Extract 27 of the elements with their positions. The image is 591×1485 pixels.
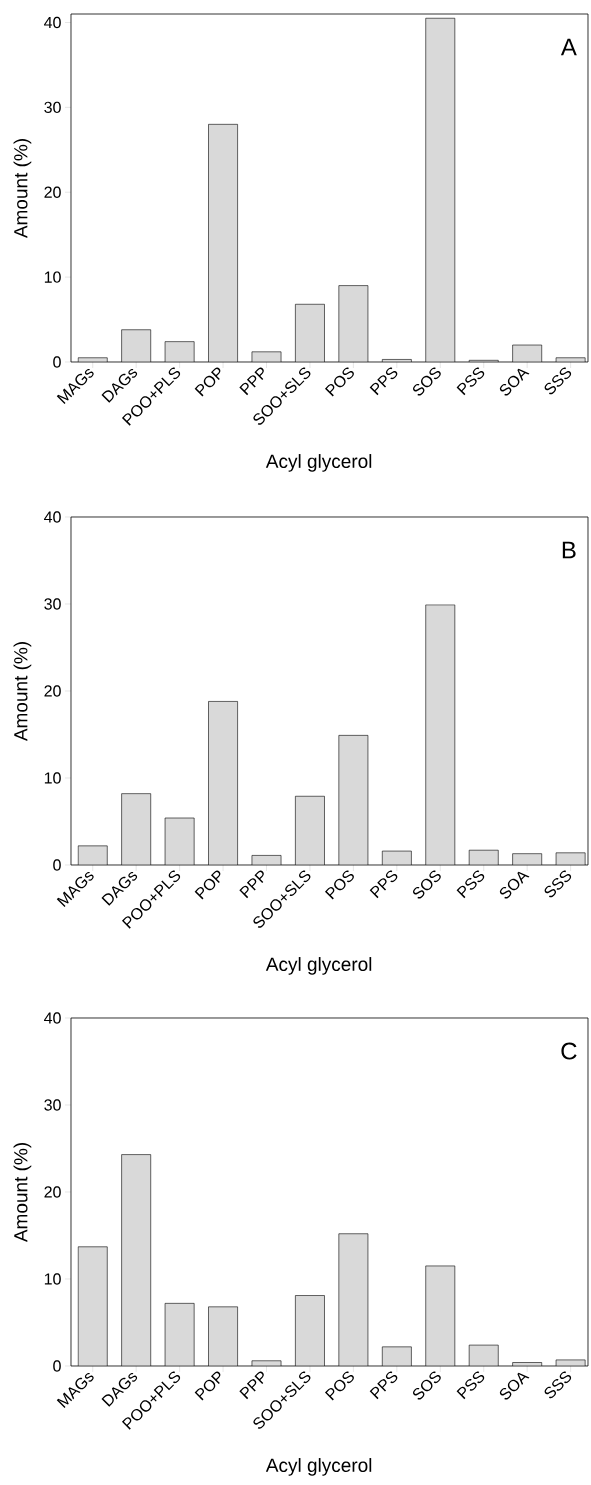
x-axis-title: Acyl glycerol [265,1458,372,1476]
y-tick-label: 10 [44,1273,61,1285]
x-tick-label: SOA [499,871,530,899]
annotation: B [562,541,576,559]
annotation: A [560,38,577,56]
y-tick-label: 10 [44,271,61,283]
y-tick-label: 0 [53,859,61,871]
x-tick-label: SOA [499,1372,530,1400]
y-tick-label: 40 [44,511,61,523]
y-tick-label: 0 [53,356,61,368]
y-tick-label: 30 [44,1099,61,1111]
y-tick-label: 30 [44,101,61,114]
y-tick-label: 20 [44,685,61,697]
y-tick-label: 40 [44,16,61,29]
x-axis-title: Acyl glycerol [265,454,372,472]
y-axis-title: Amount (%) [13,1143,32,1243]
annotation: C [561,1042,577,1060]
y-tick-label: 0 [53,1360,61,1372]
y-tick-label: 40 [44,1012,61,1024]
x-axis-title: Acyl glycerol [265,957,372,975]
y-tick-label: 10 [44,772,61,784]
y-tick-label: 20 [44,186,61,198]
y-axis-title: Amount (%) [13,642,32,742]
y-tick-label: 20 [44,1186,61,1198]
x-tick-label: SOA [499,368,530,396]
y-tick-label: 30 [44,598,61,610]
y-axis-title: Amount (%) [13,139,32,239]
